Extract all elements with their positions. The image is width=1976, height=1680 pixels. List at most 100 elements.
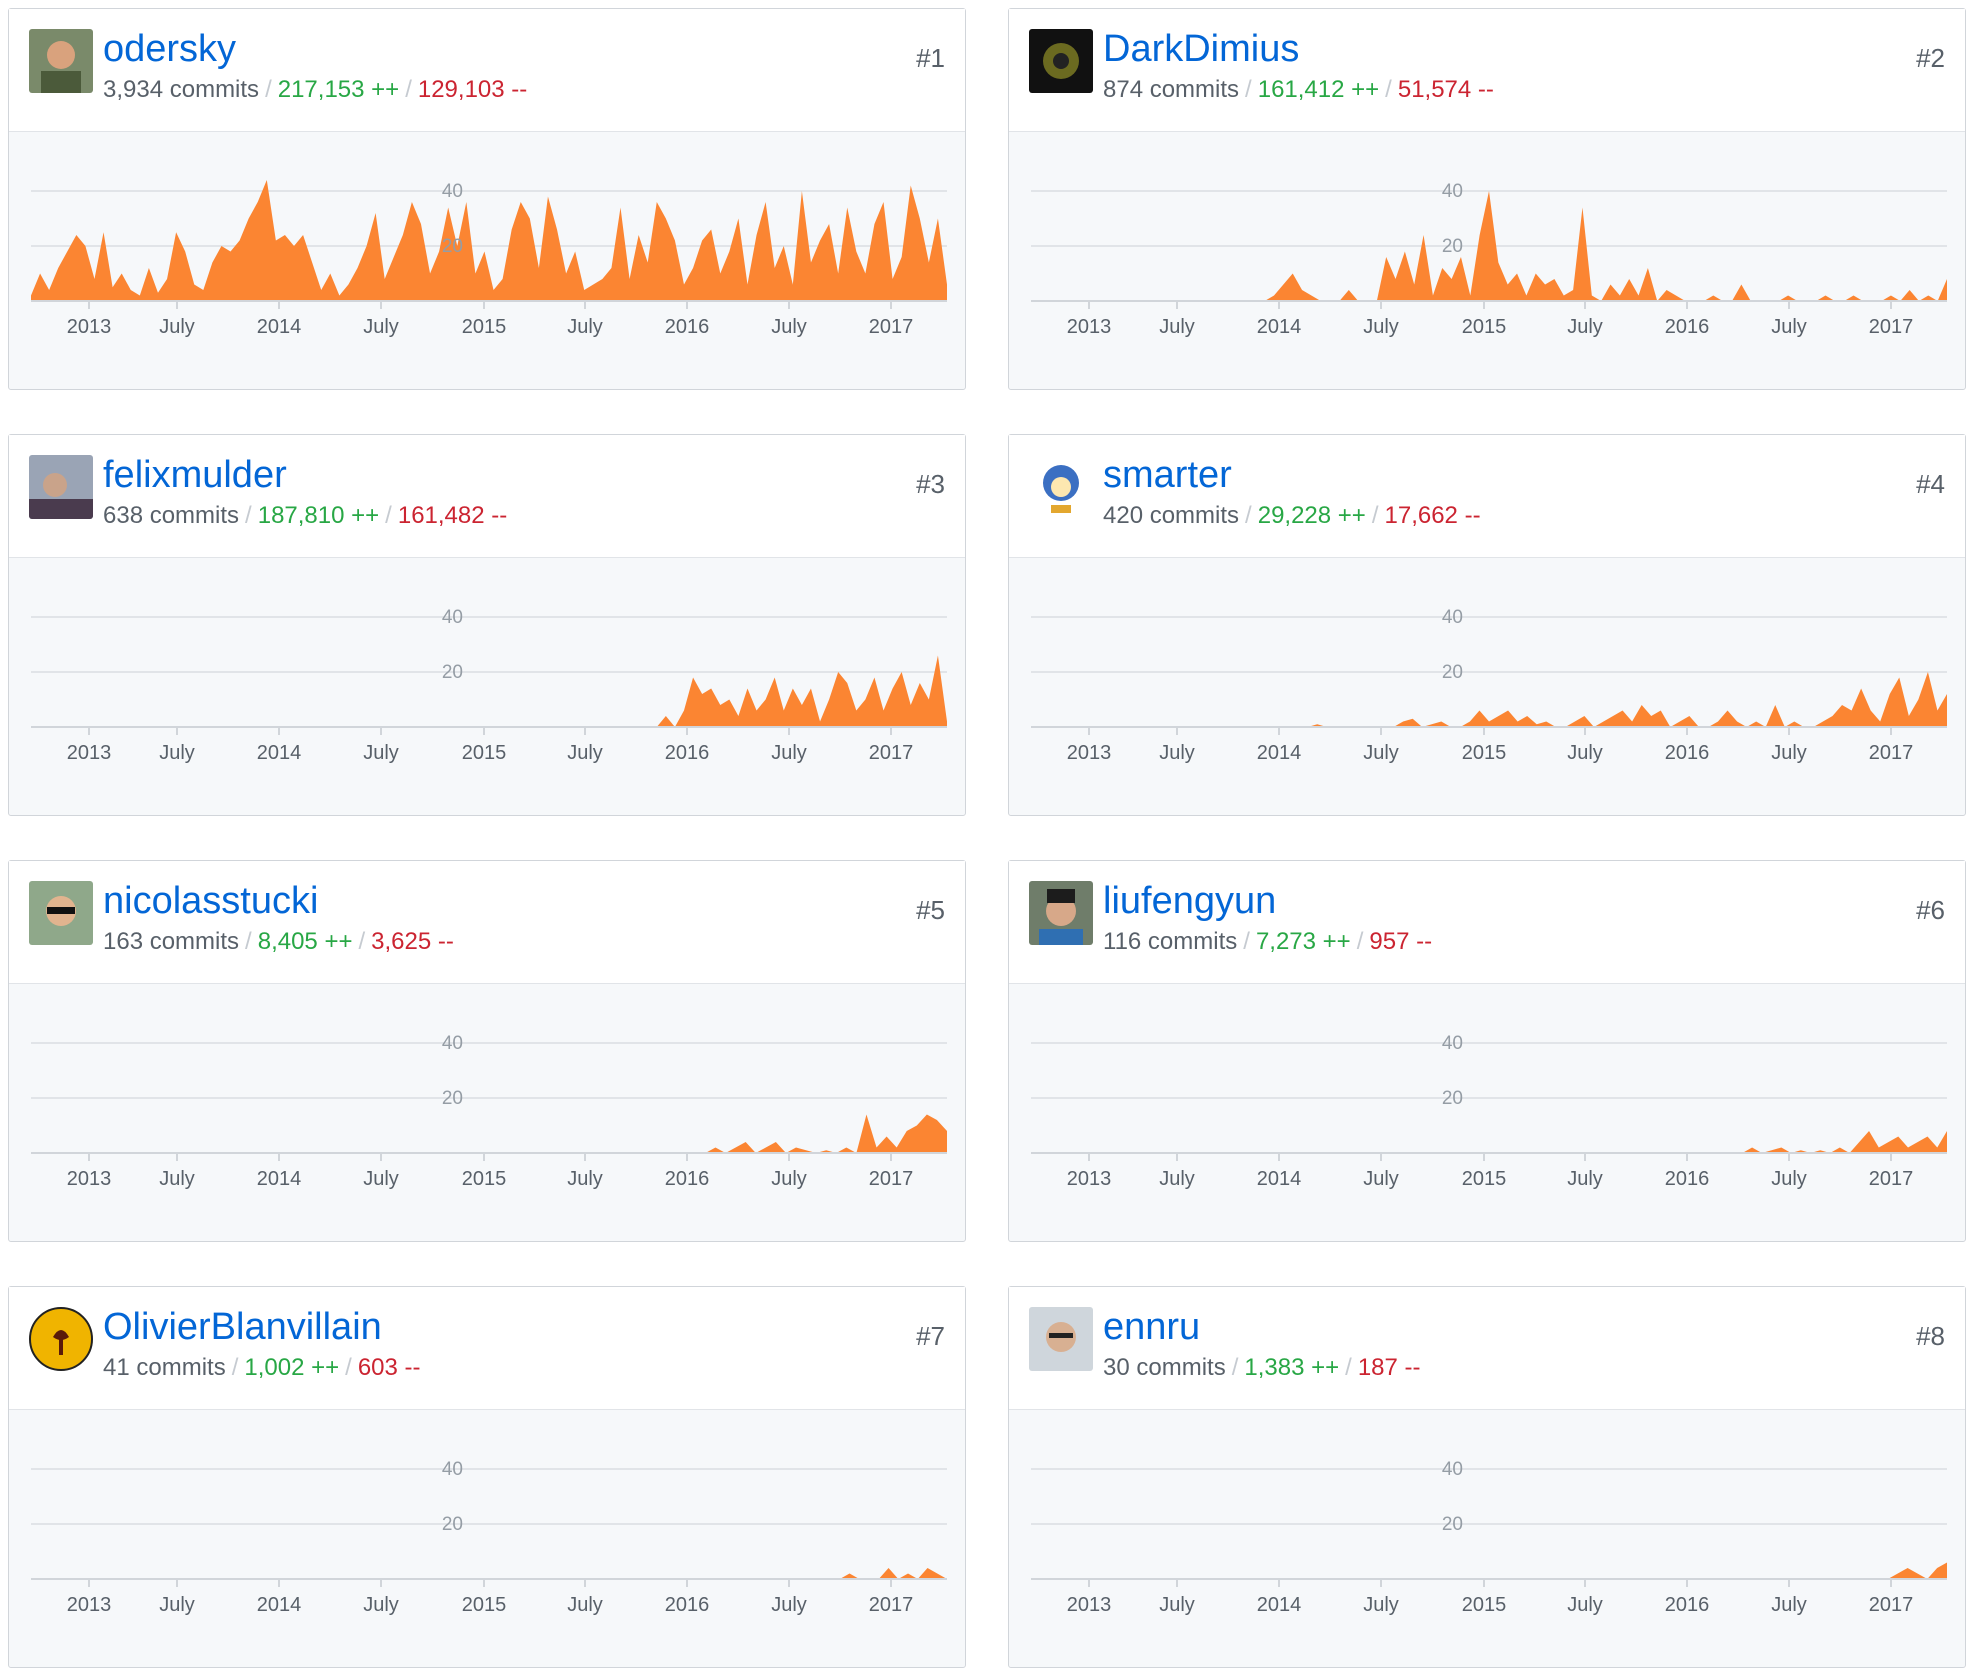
additions-count: 217,153 ++ [277, 76, 400, 103]
rank-label: #2 [1916, 43, 1945, 73]
x-tick-label: July [363, 1168, 399, 1190]
deletions-count: 51,574 -- [1397, 76, 1494, 103]
x-tick-label: July [1159, 316, 1195, 338]
x-tick-label: 2016 [665, 742, 710, 764]
commit-count: 874 commits [1103, 76, 1240, 103]
card-header: ennru 30 commits/1,383 ++/187 -- #8 [1009, 1287, 1965, 1410]
contributor-login-link[interactable]: DarkDimius [1103, 28, 1300, 70]
card-header: liufengyun 116 commits/7,273 ++/957 -- #6 [1009, 861, 1965, 984]
avatar[interactable] [1029, 455, 1093, 519]
commit-area-series [31, 655, 947, 727]
x-tick-label: 2014 [257, 1168, 302, 1190]
contributor-stats: 41 commits/1,002 ++/603 -- [103, 1353, 421, 1383]
commit-count: 116 commits [1103, 928, 1238, 955]
card-header: odersky 3,934 commits/217,153 ++/129,103 … [9, 9, 965, 132]
contributor-login-link[interactable]: ennru [1103, 1306, 1201, 1348]
contributor-login-link[interactable]: OlivierBlanvillain [103, 1306, 382, 1348]
deletions-count: 957 -- [1369, 928, 1433, 955]
x-tick-label: 2017 [1869, 316, 1914, 338]
separator: / [1245, 76, 1252, 103]
y-tick-label: 20 [442, 1514, 463, 1535]
avatar[interactable] [29, 455, 93, 519]
x-tick-label: 2016 [665, 1168, 710, 1190]
avatar[interactable] [29, 881, 93, 945]
avatar[interactable] [1029, 29, 1093, 93]
contributor-login-link[interactable]: felixmulder [103, 454, 287, 496]
avatar[interactable] [29, 29, 93, 93]
separator: / [358, 928, 366, 955]
commit-activity-chart: 20 40 2013 July 2014 July 2015 July 2016 July 2017 [1031, 1033, 1947, 1190]
contributor-card: odersky 3,934 commits/217,153 ++/129,103 … [8, 8, 966, 390]
contributor-login-link[interactable]: liufengyun [1103, 880, 1277, 922]
y-tick-label: 20 [1442, 236, 1463, 257]
contributor-stats: 30 commits/1,383 ++/187 -- [1103, 1353, 1421, 1383]
separator: / [405, 76, 412, 103]
y-tick-label: 20 [442, 1088, 463, 1109]
x-tick-label: July [363, 1594, 399, 1616]
additions-count: 8,405 ++ [257, 928, 353, 955]
x-tick-label: July [567, 1594, 603, 1616]
commit-area-series [1031, 1131, 1947, 1153]
x-tick-label: 2015 [1462, 1594, 1507, 1616]
additions-count: 1,383 ++ [1244, 1354, 1340, 1381]
deletions-count: 603 -- [357, 1354, 421, 1381]
x-tick-label: 2016 [665, 1594, 710, 1616]
x-tick-label: 2015 [1462, 1168, 1507, 1190]
contributor-card: smarter 420 commits/29,228 ++/17,662 -- #4… [1008, 434, 1966, 816]
contributor-stats: 420 commits/29,228 ++/17,662 -- [1103, 501, 1481, 531]
contributor-login-link[interactable]: nicolasstucki [103, 880, 319, 922]
separator: / [1385, 76, 1392, 103]
contributor-login-link[interactable]: odersky [103, 28, 237, 70]
card-header: smarter 420 commits/29,228 ++/17,662 -- #4 [1009, 435, 1965, 558]
commit-activity-chart: 20 40 2013 July 2014 July 2015 July 2016 July 2017 [1031, 181, 1947, 338]
rank-label: #5 [916, 895, 945, 925]
deletions-count: 129,103 -- [417, 76, 528, 103]
commit-area-series [31, 1568, 947, 1579]
contributor-stats: 116 commits/7,273 ++/957 -- [1103, 927, 1432, 957]
x-tick-label: July [159, 316, 195, 338]
commit-activity-chart: 20 40 2013 July 2014 July 2015 July 2016 July 2017 [1031, 607, 1947, 764]
commit-count: 30 commits [1103, 1354, 1226, 1381]
commit-activity-chart: 20 40 2013 July 2014 July 2015 July 2016 July 2017 [31, 607, 947, 764]
avatar[interactable] [1029, 1307, 1093, 1371]
separator: / [245, 928, 252, 955]
x-tick-label: July [1771, 1594, 1807, 1616]
commit-count: 420 commits [1103, 502, 1240, 529]
commit-area-series [1031, 672, 1947, 727]
avatar[interactable] [29, 1307, 93, 1371]
x-tick-label: 2013 [1067, 1594, 1112, 1616]
contributor-login-link[interactable]: smarter [1103, 454, 1232, 496]
y-tick-label: 20 [442, 236, 463, 257]
additions-count: 29,228 ++ [1257, 502, 1366, 529]
y-tick-label: 20 [442, 662, 463, 683]
rank-label: #7 [916, 1321, 945, 1351]
rank-label: #8 [1916, 1321, 1945, 1351]
commit-count: 41 commits [103, 1354, 226, 1381]
deletions-count: 17,662 -- [1384, 502, 1481, 529]
additions-count: 187,810 ++ [257, 502, 380, 529]
x-tick-label: 2013 [67, 316, 112, 338]
x-tick-label: July [1567, 1594, 1603, 1616]
commit-count: 638 commits [103, 502, 240, 529]
x-tick-label: 2015 [462, 1168, 507, 1190]
avatar[interactable] [1029, 881, 1093, 945]
deletions-count: 3,625 -- [371, 928, 454, 955]
contributor-card: ennru 30 commits/1,383 ++/187 -- #8 20 40 201… [1008, 1286, 1966, 1668]
separator: / [1356, 928, 1364, 955]
x-tick-label: 2017 [869, 742, 914, 764]
contributor-stats: 638 commits/187,810 ++/161,482 -- [103, 501, 507, 531]
x-tick-label: July [159, 1168, 195, 1190]
rank-label: #6 [1916, 895, 1945, 925]
card-header: felixmulder 638 commits/187,810 ++/161,48… [9, 435, 965, 558]
x-tick-label: July [567, 316, 603, 338]
separator: / [1231, 1354, 1239, 1381]
commit-area-series [31, 1114, 947, 1153]
x-tick-label: 2015 [1462, 742, 1507, 764]
x-tick-label: 2013 [67, 1168, 112, 1190]
x-tick-label: 2013 [1067, 316, 1112, 338]
x-tick-label: 2014 [1257, 1594, 1302, 1616]
x-tick-label: July [567, 1168, 603, 1190]
x-tick-label: 2017 [1869, 1168, 1914, 1190]
x-tick-label: July [1363, 1594, 1399, 1616]
x-tick-label: July [1363, 316, 1399, 338]
